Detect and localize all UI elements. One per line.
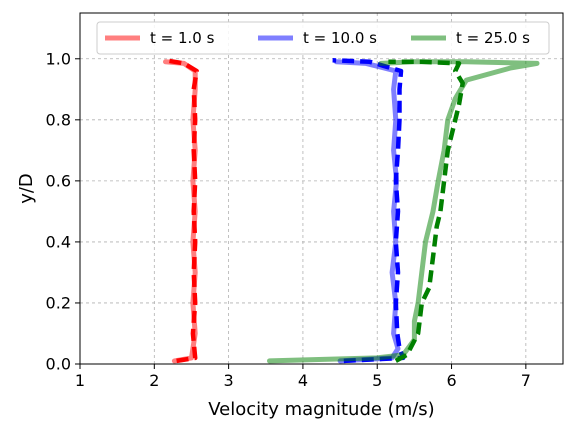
x-tick-label: 1 [75, 371, 85, 390]
y-tick-label: 1.0 [46, 49, 71, 68]
series-2 [332, 58, 406, 364]
legend-box [96, 21, 550, 55]
x-tick-label: 7 [521, 371, 531, 390]
y-tick-label: 0.8 [46, 110, 71, 129]
x-tick-label: 2 [149, 371, 159, 390]
plot-series [163, 58, 540, 364]
legend-label: t = 25.0 s [456, 29, 530, 47]
series-line-dashed [165, 58, 199, 364]
grid [79, 13, 563, 365]
series-line-dashed [332, 58, 406, 364]
y-tick-label: 0.2 [46, 293, 71, 312]
series-line-solid [163, 59, 198, 364]
y-axis-label: y/D [16, 173, 37, 204]
y-tick-label: 0.6 [46, 171, 71, 190]
x-tick-label: 4 [298, 371, 308, 390]
series-1 [163, 58, 199, 364]
x-tick-label: 6 [446, 371, 456, 390]
series-line-dashed [388, 59, 465, 363]
series-line-solid [267, 59, 540, 364]
y-tick-label: 0.4 [46, 232, 71, 251]
series-3 [267, 59, 540, 364]
axis-ticks: 1 2 3 4 5 6 7 0.0 0.2 0.4 0.6 0.8 1.0 [46, 49, 531, 390]
legend-label: t = 1.0 s [150, 29, 215, 47]
legend: t = 1.0 s t = 10.0 s t = 25.0 s [96, 21, 550, 55]
y-tick-label: 0.0 [46, 355, 71, 374]
x-tick-label: 3 [224, 371, 234, 390]
plot-frame [79, 12, 564, 365]
series-line-solid [333, 59, 401, 364]
legend-label: t = 10.0 s [303, 29, 377, 47]
x-tick-label: 5 [372, 371, 382, 390]
x-axis-label: Velocity magnitude (m/s) [208, 399, 434, 420]
